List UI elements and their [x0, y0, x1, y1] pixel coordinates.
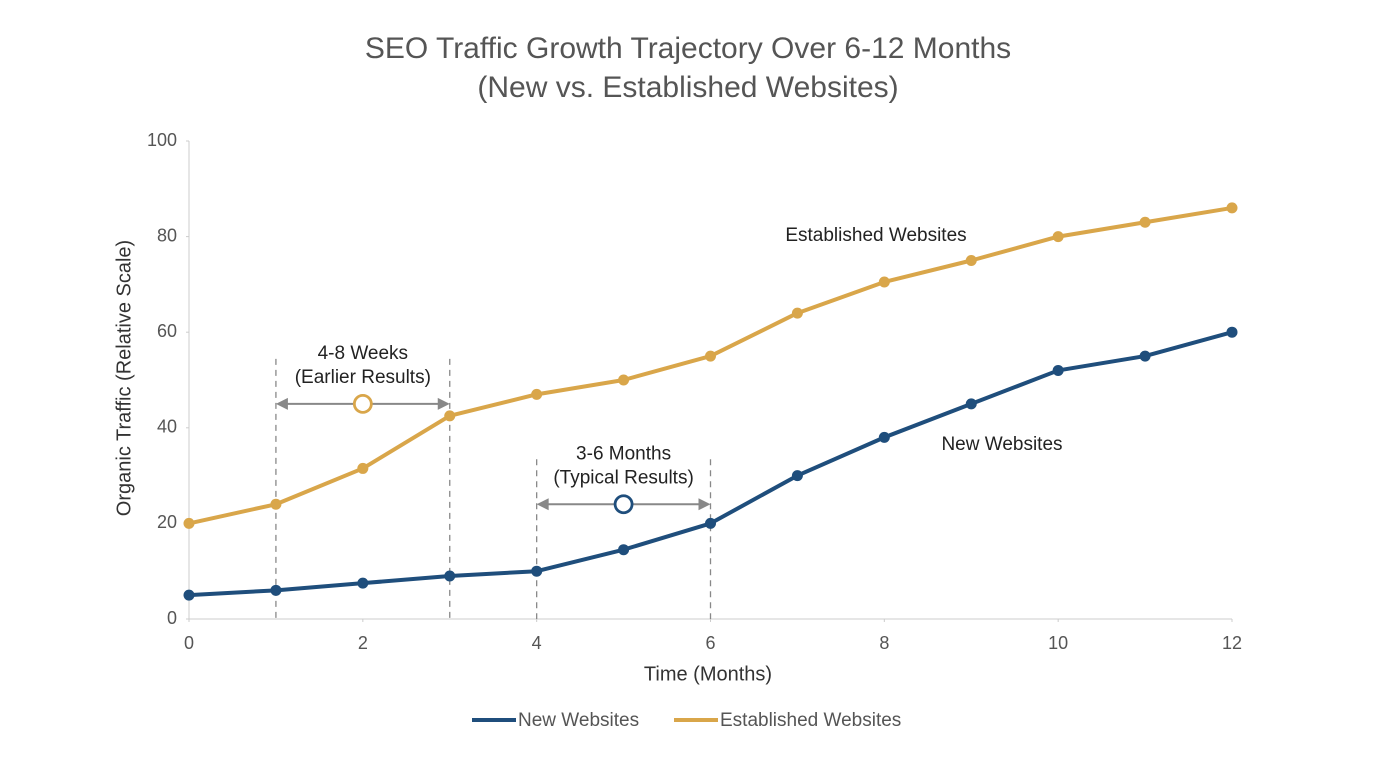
x-tick-label: 12: [1222, 633, 1242, 653]
data-point: [1052, 364, 1064, 376]
chart-subtitle: (New vs. Established Websites): [477, 71, 898, 104]
x-tick-label: 0: [184, 633, 194, 653]
data-point: [183, 517, 195, 529]
data-point: [531, 388, 543, 400]
arrow-head: [275, 397, 288, 410]
data-point: [444, 570, 456, 582]
y-tick-label: 100: [147, 130, 177, 150]
data-point: [1052, 231, 1064, 243]
x-tick-label: 4: [532, 633, 542, 653]
x-tick-label: 10: [1048, 633, 1068, 653]
x-tick-label: 2: [358, 633, 368, 653]
annotation-text: (Earlier Results): [295, 367, 431, 388]
data-point: [878, 276, 890, 288]
data-point: [1139, 350, 1151, 362]
data-point: [705, 517, 716, 529]
data-point: [965, 255, 977, 266]
data-point: [791, 470, 803, 482]
y-tick-label: 60: [157, 321, 177, 341]
data-point: [1139, 216, 1151, 228]
data-point: [357, 577, 369, 589]
arrow-head: [536, 498, 549, 511]
x-tick-label: 8: [879, 633, 889, 653]
data-point: [878, 431, 890, 443]
y-tick-label: 80: [157, 225, 177, 245]
y-tick-label: 20: [157, 512, 177, 532]
data-point: [791, 307, 803, 319]
x-tick-label: 6: [705, 633, 715, 653]
data-point: [705, 350, 716, 362]
data-point: [1226, 202, 1238, 214]
annotation-marker: [613, 494, 634, 515]
y-tick-label: 40: [157, 417, 177, 437]
legend-label: New Websites: [518, 710, 639, 731]
annotation-text: 3-6 Months: [576, 443, 671, 464]
chart-title: SEO Traffic Growth Trajectory Over 6-12 …: [365, 32, 1011, 65]
data-point: [1226, 326, 1238, 338]
data-point: [183, 589, 195, 601]
annotation-text: (Typical Results): [553, 467, 693, 488]
y-axis-title: Organic Traffic (Relative Scale): [113, 240, 135, 516]
data-point: [618, 544, 630, 556]
data-point: [270, 498, 282, 510]
annotation-marker: [352, 393, 373, 414]
arrow-head: [437, 397, 450, 410]
y-tick-label: 0: [167, 608, 177, 628]
data-point: [965, 398, 977, 410]
data-point: [618, 374, 630, 386]
data-point: [357, 462, 369, 474]
data-point: [270, 584, 282, 596]
legend-label: Established Websites: [720, 710, 901, 731]
series-label: Established Websites: [785, 225, 966, 246]
data-point: [444, 410, 456, 422]
series-label: New Websites: [941, 434, 1062, 455]
data-point: [531, 565, 543, 577]
x-axis-title: Time (Months): [644, 663, 772, 685]
arrow-head: [698, 498, 711, 511]
annotation-text: 4-8 Weeks: [318, 343, 408, 364]
